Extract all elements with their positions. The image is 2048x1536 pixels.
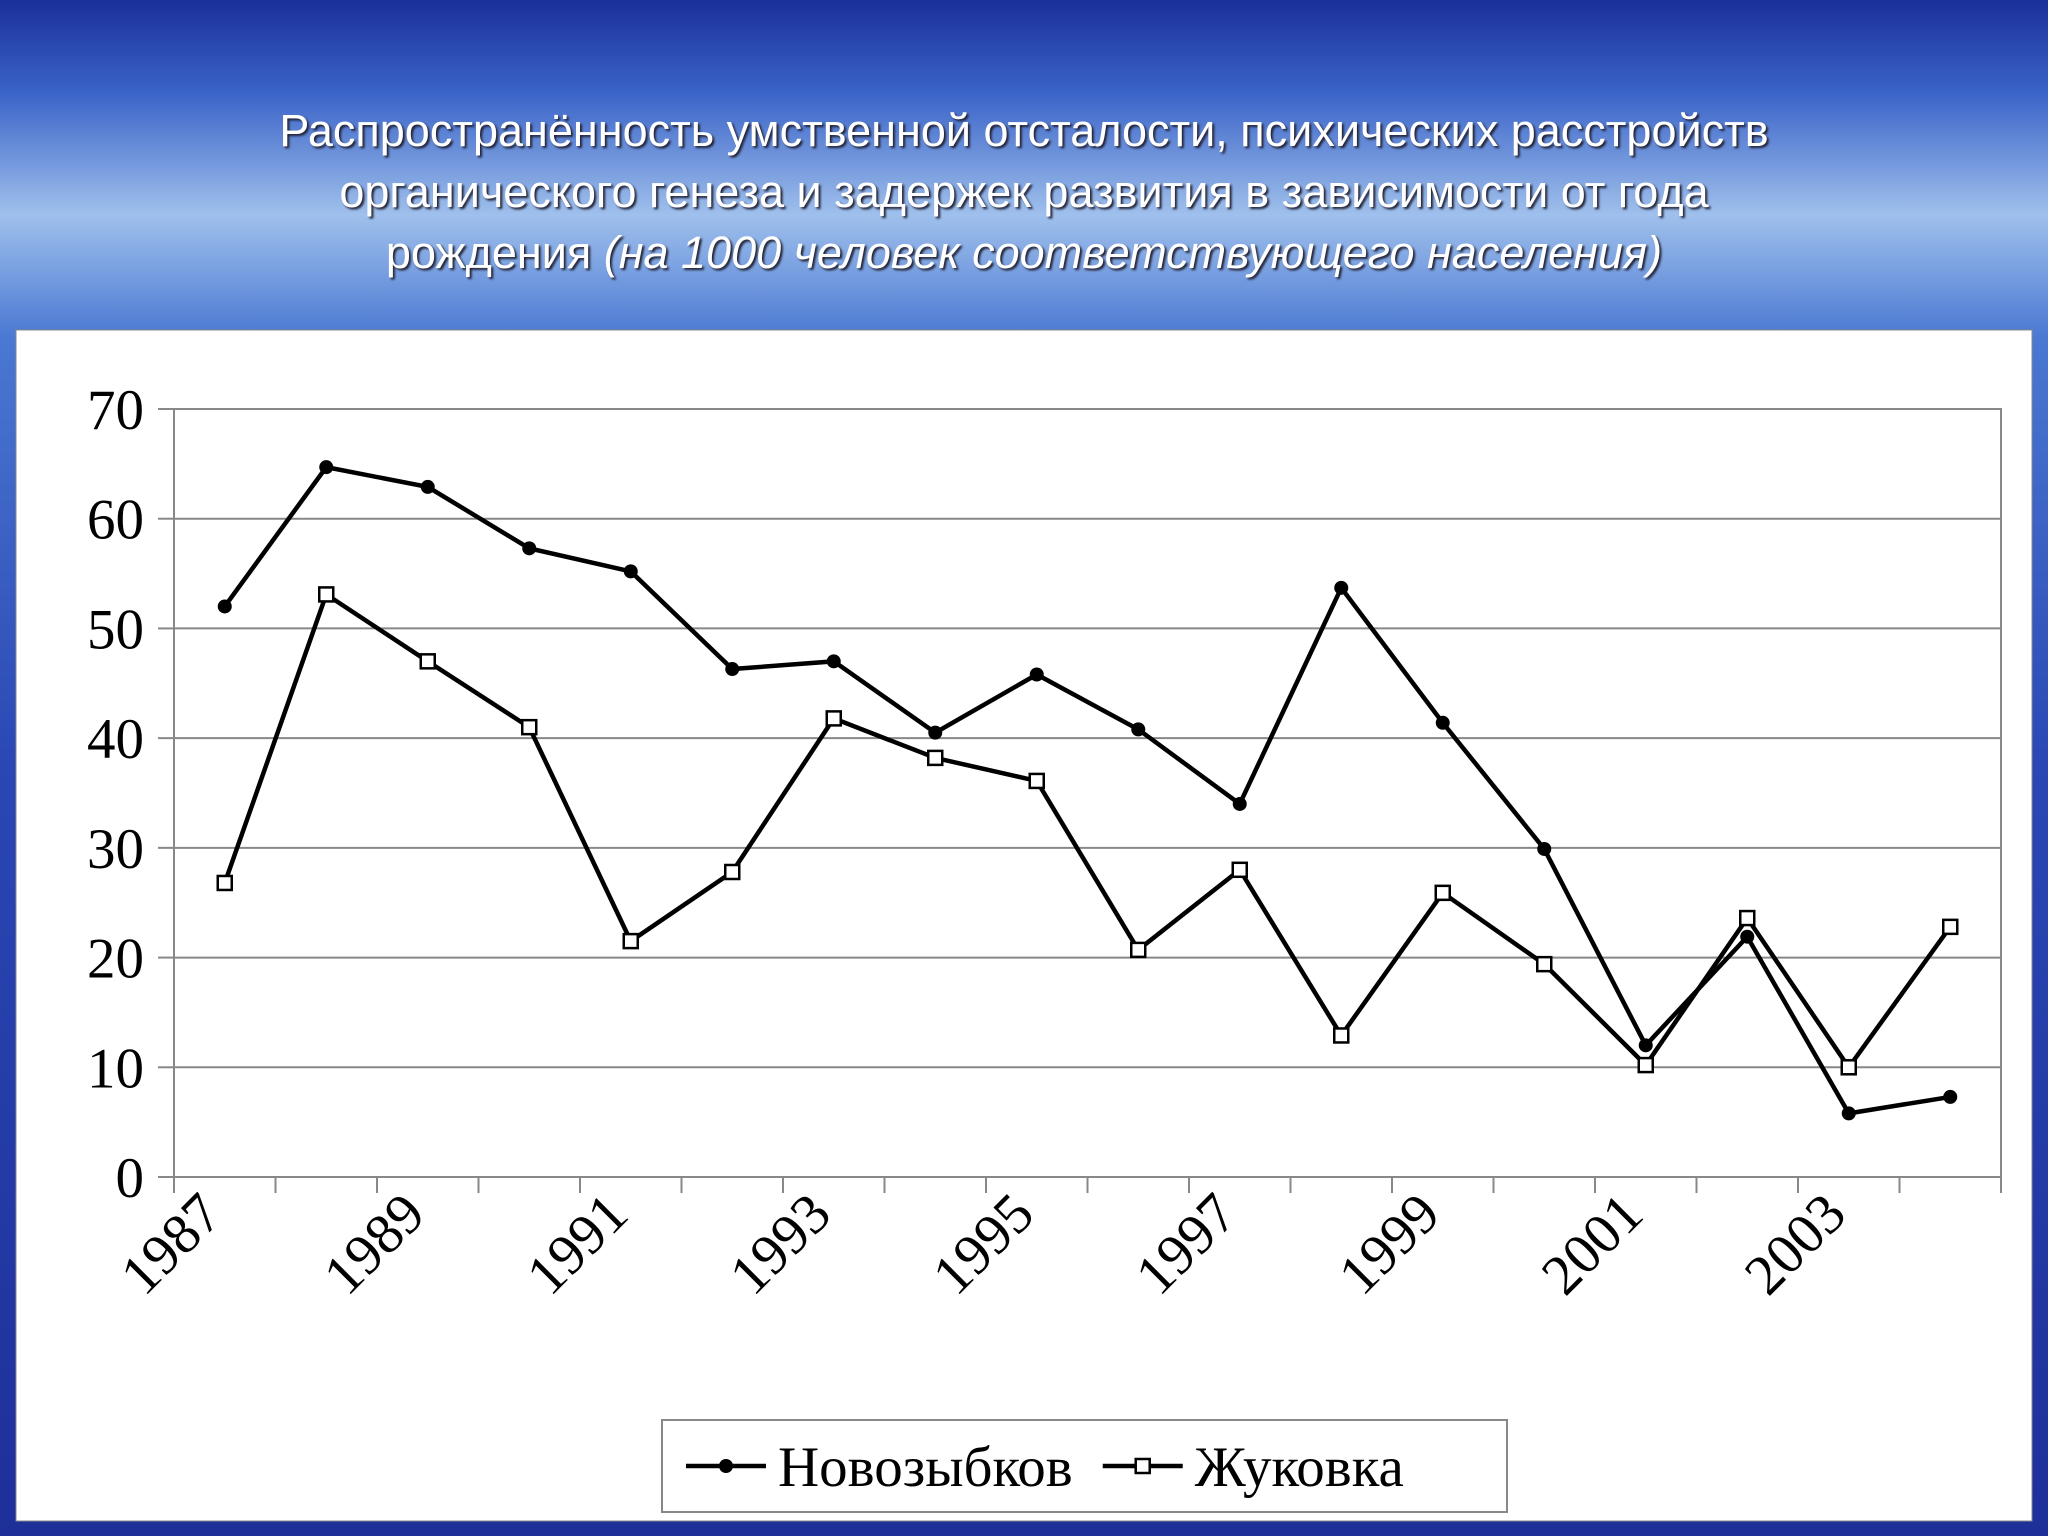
marker — [1943, 1089, 1958, 1104]
marker — [927, 749, 944, 767]
marker — [1840, 1059, 1857, 1076]
marker — [1740, 929, 1755, 944]
marker — [1536, 955, 1553, 973]
marker — [1537, 841, 1552, 856]
marker — [719, 1459, 733, 1473]
panel — [15, 329, 2033, 1522]
marker — [1334, 580, 1349, 595]
y-tick-label: 40 — [87, 708, 144, 771]
marker — [622, 932, 639, 950]
marker — [318, 586, 335, 603]
line — [222, 464, 1951, 1116]
marker — [1841, 1106, 1856, 1121]
title-line: органического генеза и задержек развития… — [339, 166, 1709, 217]
legend-label: Жуковка — [1195, 1436, 1404, 1499]
y-tick-label: 20 — [87, 928, 144, 991]
marker — [319, 460, 334, 475]
marker — [928, 725, 943, 740]
y-tick-label: 60 — [87, 489, 144, 552]
marker — [1029, 667, 1044, 682]
marker — [826, 654, 841, 669]
marker — [825, 710, 842, 727]
line — [222, 590, 1953, 1072]
marker — [1333, 1027, 1350, 1044]
y-tick-label: 50 — [87, 598, 144, 661]
marker — [522, 541, 537, 556]
title-note: (на 1000 человек соответствующего населе… — [603, 227, 1663, 278]
marker — [623, 564, 638, 579]
marker — [1231, 861, 1248, 879]
marker — [1028, 772, 1045, 790]
marker — [725, 662, 740, 677]
y-tick-label: 70 — [87, 379, 144, 442]
marker — [217, 599, 232, 614]
title-line: рождения — [385, 227, 592, 278]
y-tick-label: 0 — [116, 1147, 145, 1210]
marker — [1637, 1056, 1654, 1074]
marker — [1134, 1457, 1151, 1475]
chart-title: Распространённость умственной отсталости… — [0, 100, 2048, 283]
marker — [521, 718, 538, 736]
y-tick-label: 30 — [87, 818, 144, 881]
title-line: Распространённость умственной отсталости… — [279, 105, 1769, 156]
y-tick-label: 10 — [87, 1037, 144, 1100]
marker — [1942, 918, 1959, 936]
marker — [1435, 715, 1450, 730]
marker — [1739, 909, 1756, 927]
marker — [1232, 796, 1247, 811]
legend-box — [661, 1419, 1508, 1513]
marker — [1131, 722, 1146, 737]
marker — [419, 653, 436, 670]
marker — [216, 874, 233, 892]
title-line: рождения (на 1000 человек соответствующе… — [0, 222, 2048, 283]
marker — [1130, 941, 1147, 959]
marker — [1638, 1038, 1653, 1053]
marker — [724, 863, 741, 881]
marker — [420, 479, 435, 494]
legend-label: Новозыбков — [778, 1436, 1073, 1499]
marker — [1434, 884, 1451, 902]
